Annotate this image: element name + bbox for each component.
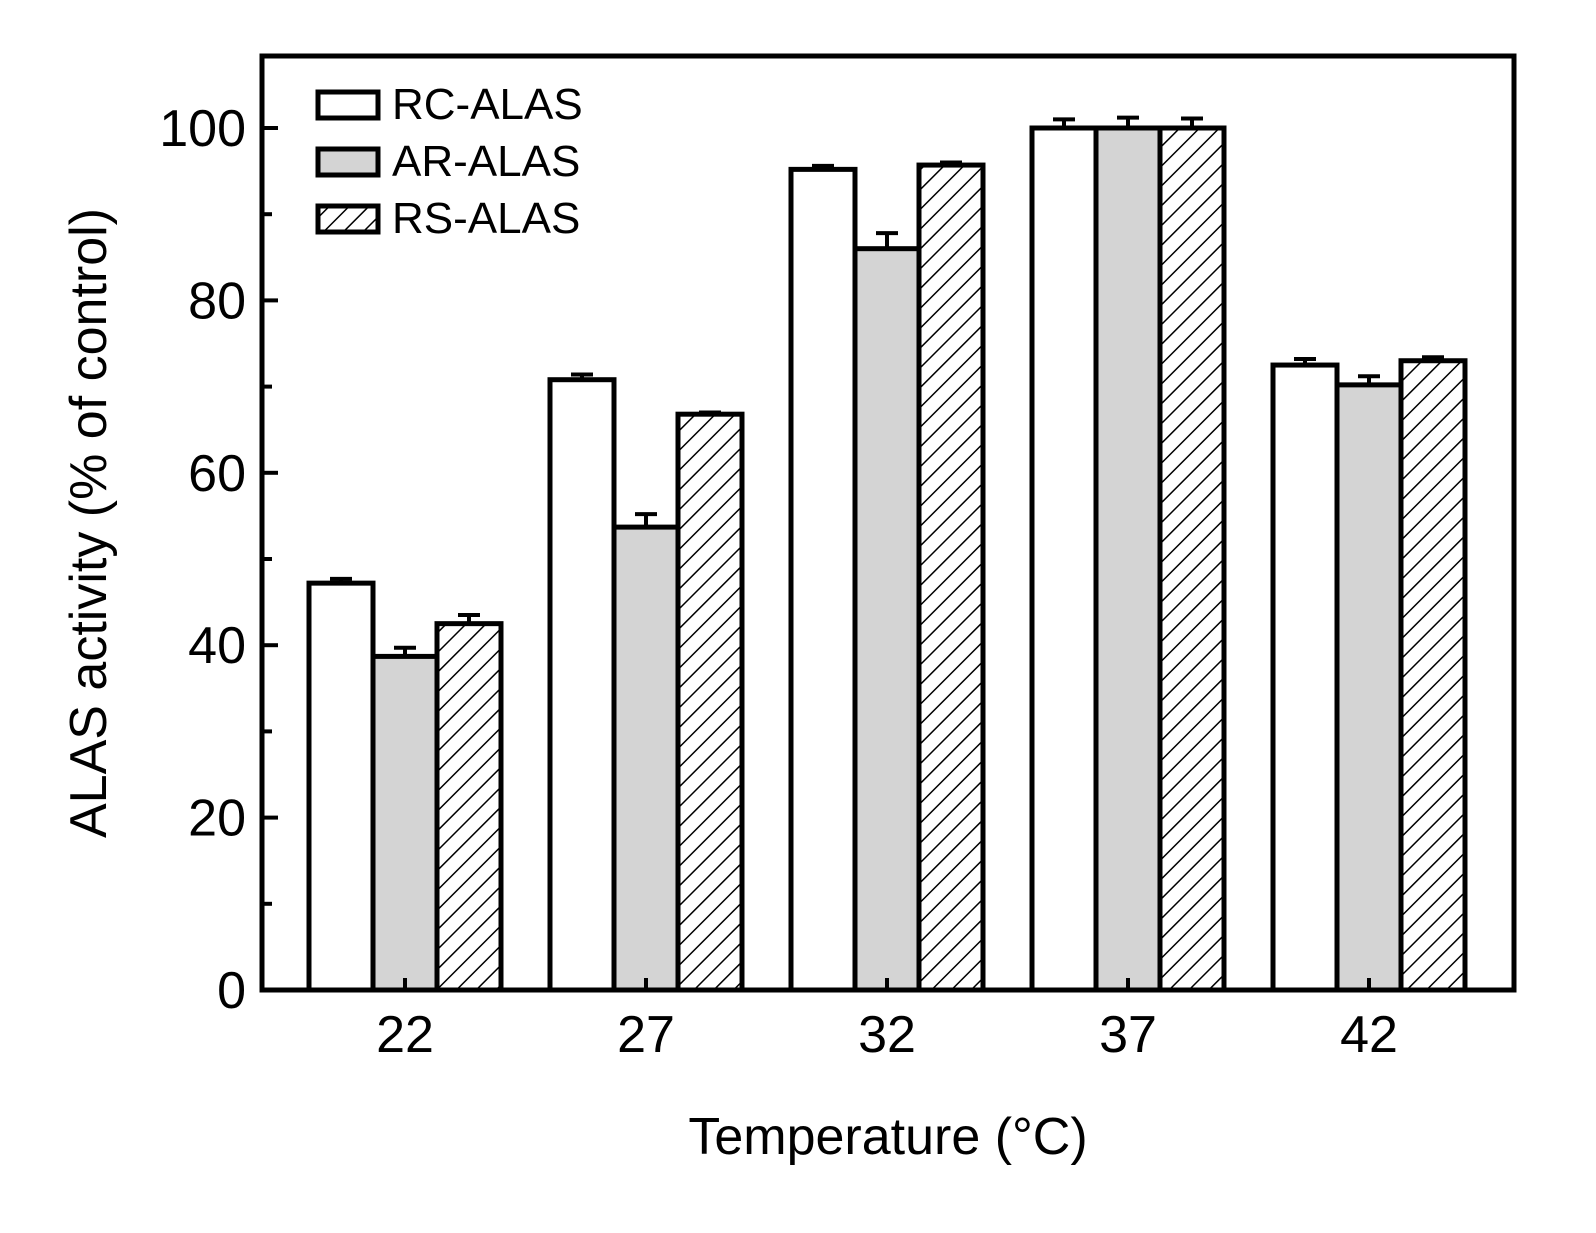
y-axis-title: ALAS activity (% of control) [60,208,118,838]
bar-rc-alas-42 [1270,362,1340,993]
x-tick-label-42: 42 [1340,1006,1398,1064]
x-tick-label-37: 37 [1099,1006,1157,1064]
error-bar-ar-alas-32 [876,231,898,249]
bar-rc-alas-37 [1029,125,1099,993]
error-bar-rc-alas-37 [1053,117,1075,128]
bar-rs-alas-22 [434,621,504,993]
bar-ar-alas-27 [611,524,681,993]
bar-ar-alas-32 [852,246,922,993]
x-tick-label-22: 22 [376,1006,434,1064]
x-tick-label-32: 32 [858,1006,916,1064]
error-bar-rs-alas-37 [1181,116,1203,128]
bar-ar-alas-22 [370,653,440,993]
bars-layer [306,125,1468,993]
x-tick-label-27: 27 [617,1006,675,1064]
y-tick-label-100: 100 [159,100,246,158]
error-bar-rs-alas-42 [1422,355,1444,361]
legend-swatch-ar-alas [315,146,381,178]
legend-label-rc-alas: RC-ALAS [392,80,583,129]
legend-item-rc-alas: RC-ALAS [315,80,583,129]
error-bar-rc-alas-32 [812,163,834,170]
error-bars-layer [330,115,1444,657]
y-tick-label-0: 0 [217,962,246,1020]
legend-swatch-rc-alas [315,89,381,121]
y-axis: 0 20 40 60 80 100 [159,100,278,1020]
bar-rs-alas-37 [1157,125,1227,993]
x-axis: 22 27 32 37 42 [376,978,1398,1064]
error-bar-rs-alas-27 [699,410,721,415]
y-tick-label-20: 20 [188,790,246,848]
y-tick-label-40: 40 [188,617,246,675]
legend-swatch-rs-alas [315,203,381,235]
legend-item-ar-alas: AR-ALAS [315,137,580,186]
y-tick-label-80: 80 [188,272,246,330]
error-bar-rs-alas-22 [458,613,480,624]
bar-rs-alas-27 [675,411,745,993]
bar-ar-alas-37 [1093,125,1163,993]
bar-rs-alas-32 [916,162,986,993]
error-bar-rc-alas-22 [330,576,352,584]
bar-rc-alas-22 [306,580,376,993]
x-axis-title: Temperature (°C) [688,1108,1087,1166]
bar-rc-alas-32 [788,166,858,993]
error-bar-ar-alas-22 [394,645,416,657]
legend-label-rs-alas: RS-ALAS [392,194,580,243]
error-bar-rs-alas-32 [940,160,962,166]
legend: RC-ALAS AR-ALAS RS-ALAS [315,80,583,243]
legend-item-rs-alas: RS-ALAS [315,194,580,243]
error-bar-ar-alas-27 [635,512,657,528]
bar-ar-alas-42 [1334,382,1404,993]
legend-label-ar-alas: AR-ALAS [392,137,580,186]
error-bar-rc-alas-27 [571,372,593,380]
error-bar-ar-alas-37 [1117,115,1139,128]
bar-rs-alas-42 [1398,358,1468,993]
bar-rc-alas-27 [547,377,617,993]
error-bar-ar-alas-42 [1358,374,1380,385]
error-bar-rc-alas-42 [1294,357,1316,366]
y-tick-label-60: 60 [188,445,246,503]
